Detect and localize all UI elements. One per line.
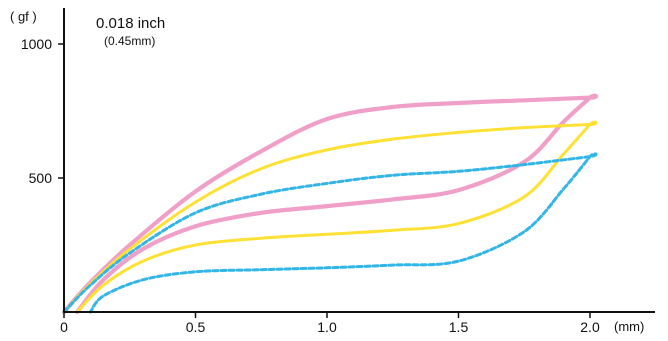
y-axis-unit: ( gf ) (10, 9, 37, 24)
chart-title: 0.018 inch (96, 15, 165, 32)
series-line-3 (62, 152, 598, 314)
chart-subtitle: (0.45mm) (104, 34, 155, 48)
x-axis-unit: (mm) (614, 319, 644, 334)
x-tick-label: 2.0 (580, 319, 600, 335)
y-tick-label: 500 (29, 170, 53, 186)
x-tick-label: 1.0 (317, 319, 337, 335)
ticks: 0 0.5 1.0 1.5 2.0 500 1000 (21, 36, 600, 335)
plot-lines (61, 93, 599, 315)
series-line-2 (62, 120, 598, 314)
y-tick-label: 1000 (21, 36, 52, 52)
x-tick-label: 0.5 (186, 319, 206, 335)
series-line-1 (61, 93, 599, 315)
x-tick-label: 0 (60, 319, 68, 335)
x-tick-label: 1.5 (449, 319, 469, 335)
